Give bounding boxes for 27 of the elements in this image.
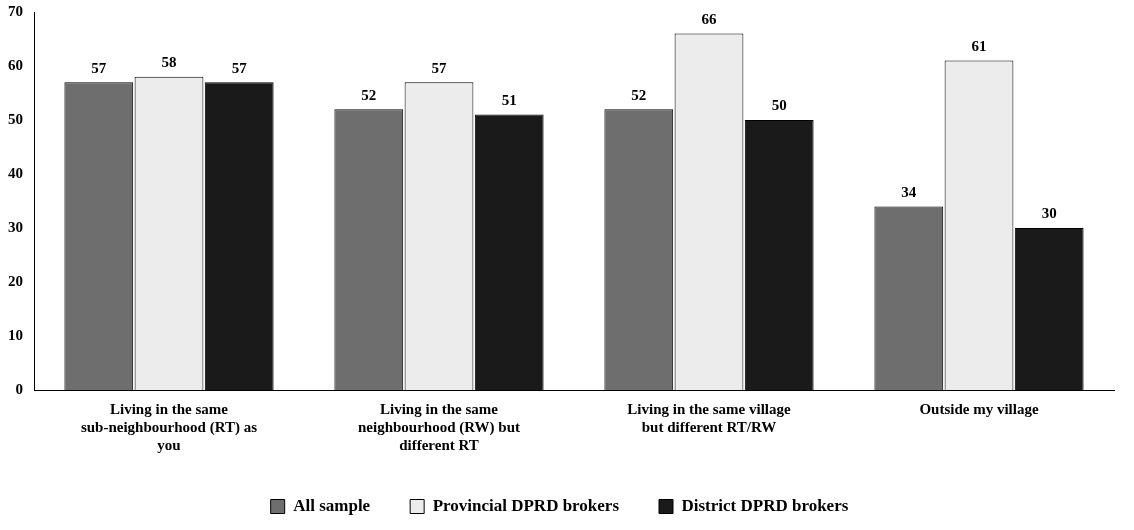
data-label: 51 (501, 91, 517, 108)
data-label: 52 (631, 86, 647, 103)
data-label: 66 (701, 10, 717, 27)
y-tick-label: 30 (8, 218, 23, 235)
y-tick-label: 20 (8, 272, 23, 289)
y-tick-label: 10 (8, 326, 23, 343)
data-label: 58 (161, 54, 177, 71)
data-label: 50 (771, 97, 787, 114)
data-label: 30 (1041, 205, 1057, 222)
x-tick-label: Living in the same neighbourhood (RW) but different RT (357, 400, 521, 453)
y-tick-label: 70 (8, 2, 23, 19)
data-label: 57 (231, 59, 248, 76)
y-tick-label: 60 (8, 56, 23, 73)
legend-label: All sample (293, 495, 371, 515)
y-tick-label: 50 (8, 110, 23, 127)
data-label: 57 (431, 59, 447, 76)
legend-label: District DPRD brokers (681, 495, 849, 515)
x-tick-label: Living in the same sub-neighbourhood (RT) as you (80, 400, 258, 453)
x-tick-label: Living in the same village but different RT/RW (627, 400, 792, 435)
legend-label: Provincial DPRD brokers (432, 495, 620, 515)
data-label: 61 (971, 37, 987, 54)
data-label: 34 (901, 183, 917, 200)
x-tick-label: Outside my village (919, 400, 1039, 417)
y-tick-label: 0 (15, 380, 23, 397)
data-label: 52 (361, 86, 377, 103)
y-tick-label: 40 (8, 164, 23, 181)
data-label: 57 (91, 59, 107, 76)
